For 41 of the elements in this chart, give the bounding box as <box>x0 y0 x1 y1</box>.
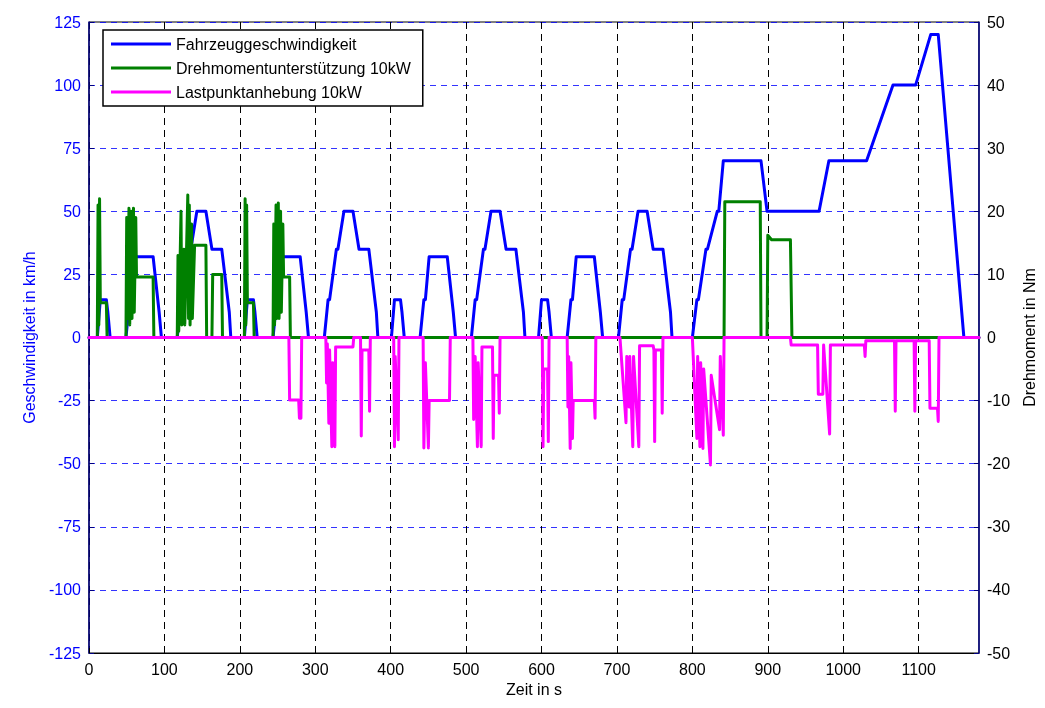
x-tick-label: 500 <box>452 660 480 678</box>
x-axis-title: Zeit in s <box>505 681 562 699</box>
y2-axis-title: Drehmoment in Nm <box>1020 268 1038 407</box>
x-tick-label: 1100 <box>901 660 936 678</box>
y-tick-label: 100 <box>54 76 82 94</box>
y-tick-label: -50 <box>57 455 82 473</box>
y2-tick-label: -30 <box>986 518 1011 536</box>
x-tick-label: 200 <box>226 660 254 678</box>
y-tick-label: -125 <box>48 644 82 662</box>
y2-tick-label: 0 <box>986 329 996 346</box>
y2-tick-label: 20 <box>986 202 1005 220</box>
y2-tick-label: -10 <box>986 392 1011 410</box>
y2-tick-label: 10 <box>986 265 1005 283</box>
y-tick-label: 25 <box>63 265 82 283</box>
y-tick-label: -100 <box>48 581 82 599</box>
legend-label: Fahrzeuggeschwindigkeit <box>176 35 358 53</box>
x-tick-label: 0 <box>84 660 94 678</box>
x-tick-label: 800 <box>679 660 706 678</box>
y2-tick-label: -50 <box>986 644 1011 662</box>
x-tick-label: 900 <box>754 660 782 678</box>
y-tick-label: 0 <box>72 329 82 346</box>
x-tick-label: 300 <box>301 660 329 678</box>
y2-tick-label: 40 <box>986 76 1005 94</box>
y2-tick-label: -40 <box>986 581 1011 599</box>
x-tick-label: 1000 <box>825 660 862 678</box>
y2-tick-label: 30 <box>986 139 1005 157</box>
y-tick-label: 75 <box>63 139 82 157</box>
y-tick-label: -75 <box>57 518 82 536</box>
x-tick-label: 100 <box>151 660 178 678</box>
y2-tick-label: 50 <box>986 13 1005 31</box>
legend-label: Drehmomentunterstützung 10kW <box>176 59 412 77</box>
y-tick-label: 125 <box>54 13 82 31</box>
legend-label: Lastpunktanhebung 10kW <box>176 83 363 101</box>
y-tick-label: 50 <box>63 202 82 220</box>
y2-tick-label: -20 <box>986 455 1011 473</box>
y-axis-title: Geschwindigkeit in km/h <box>20 251 38 424</box>
x-tick-label: 400 <box>377 660 405 678</box>
x-tick-label: 700 <box>603 660 631 678</box>
line-series <box>87 336 981 467</box>
x-tick-label: 600 <box>528 660 555 678</box>
y-tick-label: -25 <box>57 392 82 410</box>
